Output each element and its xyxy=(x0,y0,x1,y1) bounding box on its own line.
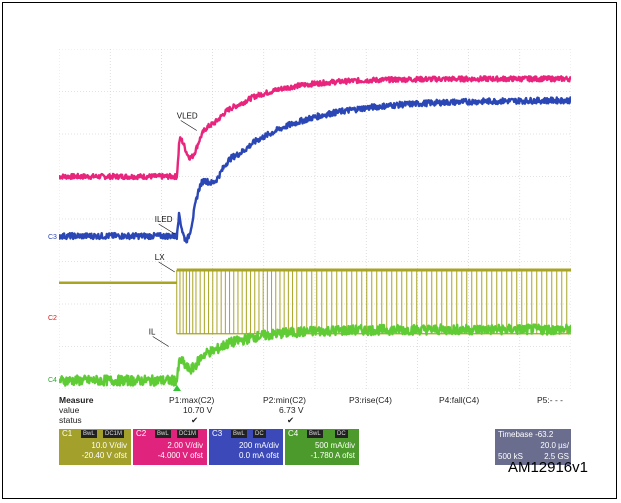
trace-iled xyxy=(59,96,571,244)
figure-frame: VLED ILED LX IL C3 C2 C4 Measure P1:max(C2) P… xyxy=(2,2,617,499)
coupling-tag: DC xyxy=(253,430,266,438)
coupling-tag: DC1M xyxy=(177,430,199,438)
channel-box-c3[interactable]: C3 BwL DC 200 mA/div 0.0 mA ofst xyxy=(209,429,283,465)
offset: -1.780 A ofst xyxy=(310,451,355,460)
label-leader xyxy=(158,223,175,235)
timebase-heading: Timebase -63.2 xyxy=(498,430,553,439)
volts-per-div: 500 mA/div xyxy=(314,441,355,450)
channel-box-c2[interactable]: C2 BwL DC1M 2.00 V/div -4.000 V ofst xyxy=(133,429,207,465)
bw-tag: BwL xyxy=(231,430,247,438)
timebase-box[interactable]: Timebase -63.2 20.0 µs/ 500 kS 2.5 GS xyxy=(495,429,571,465)
trace-labels: VLED ILED LX IL xyxy=(149,112,198,347)
channel-id: C4 xyxy=(288,429,299,438)
channel-panel: C1 BwL DC1M 10.0 V/div -20.40 V ofst C2 BwL… xyxy=(59,429,571,467)
offset: 0.0 mA ofst xyxy=(238,451,279,460)
param-name-p5: P5:- - - xyxy=(537,395,563,405)
trace-vled xyxy=(59,75,571,181)
series-lx xyxy=(59,268,571,335)
param-value-p2: 6.73 V xyxy=(279,405,304,415)
label-vled: VLED xyxy=(177,112,198,121)
timebase-label: Timebase xyxy=(498,430,533,439)
series-vled xyxy=(59,75,571,181)
figure-id: AM12916v1 xyxy=(507,459,588,476)
channel-id: C2 xyxy=(136,429,147,438)
series-il xyxy=(59,323,571,387)
channel-box-c1[interactable]: C1 BwL DC1M 10.0 V/div -20.40 V ofst xyxy=(59,429,131,465)
param-name-p2: P2:min(C2) xyxy=(263,395,306,405)
param-value-p1: 10.70 V xyxy=(183,405,213,415)
param-name-p4: P4:fall(C4) xyxy=(439,395,480,405)
series-iled xyxy=(59,96,571,244)
channel-marker-c4: C4 xyxy=(48,376,57,384)
param-status-p1: ✔ xyxy=(191,415,199,425)
measure-heading: Measure xyxy=(59,395,94,405)
param-name-p3: P3:rise(C4) xyxy=(349,395,392,405)
oscilloscope-screen: VLED ILED LX IL xyxy=(59,49,571,389)
volts-per-div: 2.00 V/div xyxy=(167,441,203,450)
value-row-label: value xyxy=(59,405,80,415)
volts-per-div: 10.0 V/div xyxy=(91,441,127,450)
channel-box-c4[interactable]: C4 BwL DC 500 mA/div -1.780 A ofst xyxy=(285,429,359,465)
bw-tag: BwL xyxy=(81,430,97,438)
traces xyxy=(59,75,571,387)
label-leader xyxy=(152,336,169,347)
param-name-p1: P1:max(C2) xyxy=(169,395,215,405)
channel-marker-c3: C3 xyxy=(48,234,57,242)
trace-il xyxy=(59,323,571,387)
label-leader xyxy=(180,120,197,131)
coupling-tag: DC xyxy=(335,430,348,438)
label-iled: ILED xyxy=(155,215,173,224)
bw-tag: BwL xyxy=(307,430,323,438)
label-leader xyxy=(158,261,175,273)
bw-tag: BwL xyxy=(155,430,171,438)
status-row-label: status xyxy=(59,415,82,425)
waveform-plot: VLED ILED LX IL xyxy=(59,49,571,389)
label-lx: LX xyxy=(155,253,165,262)
timebase-delay: -63.2 xyxy=(535,430,554,439)
channel-marker-c2: C2 xyxy=(48,314,57,322)
time-per-div: 20.0 µs/ xyxy=(540,441,569,450)
offset: -4.000 V ofst xyxy=(157,451,203,460)
label-il: IL xyxy=(149,328,156,337)
measure-panel: Measure P1:max(C2) P2:min(C2) P3:rise(C4… xyxy=(59,395,571,425)
param-status-p2: ✔ xyxy=(287,415,295,425)
channel-id: C1 xyxy=(62,429,73,438)
sample-count: 500 kS xyxy=(498,452,523,461)
trigger-marker xyxy=(173,385,181,391)
offset: -20.40 V ofst xyxy=(81,451,127,460)
grid xyxy=(59,49,571,389)
coupling-tag: DC1M xyxy=(103,430,125,438)
channel-id: C3 xyxy=(212,429,223,438)
sample-rate: 2.5 GS xyxy=(544,452,569,461)
volts-per-div: 200 mA/div xyxy=(238,441,279,450)
